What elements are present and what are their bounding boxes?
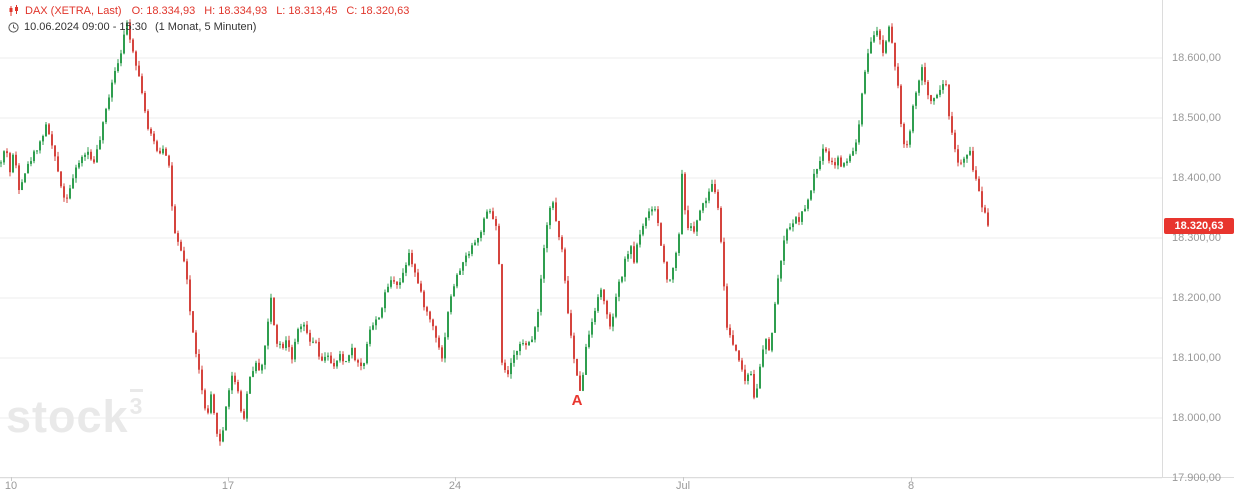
annotation-a: A bbox=[571, 392, 583, 409]
instrument-title: DAX (XETRA, Last) bbox=[25, 5, 122, 17]
candles-series bbox=[0, 19, 989, 446]
x-axis-label: 24 bbox=[448, 480, 462, 492]
interval-info: (1 Monat, 5 Minuten) bbox=[154, 21, 257, 33]
clock-icon bbox=[8, 21, 19, 33]
y-axis-label: 18.100,00 bbox=[1172, 352, 1221, 364]
last-price-badge: 18.320,63 bbox=[1164, 217, 1234, 234]
gridlines bbox=[0, 57, 1162, 479]
instrument-row: DAX (XETRA, Last) O: 18.334,93 H: 18.334… bbox=[8, 5, 418, 17]
watermark-sup: 3 bbox=[129, 389, 144, 419]
watermark-text: stock bbox=[6, 391, 129, 442]
axis-frame bbox=[0, 0, 1234, 478]
ohlc-low: L: 18.313,45 bbox=[276, 5, 338, 17]
x-axis-label: 10 bbox=[4, 480, 18, 492]
x-axis-label: Jul bbox=[675, 480, 691, 492]
y-axis-label: 18.500,00 bbox=[1172, 112, 1221, 124]
y-axis-label: 18.200,00 bbox=[1172, 292, 1221, 304]
ohlc-open: O: 18.334,93 bbox=[131, 5, 196, 17]
y-axis-label: 18.600,00 bbox=[1172, 52, 1221, 64]
ohlc-close: C: 18.320,63 bbox=[346, 5, 410, 17]
chart-header: DAX (XETRA, Last) O: 18.334,93 H: 18.334… bbox=[8, 5, 418, 33]
x-axis-label: 8 bbox=[907, 480, 915, 492]
timeframe-row: 10.06.2024 09:00 - 15:30 (1 Monat, 5 Min… bbox=[8, 21, 418, 33]
date-range: 10.06.2024 09:00 - 15:30 bbox=[24, 21, 147, 33]
x-axis-ticks bbox=[11, 477, 912, 481]
y-axis-label: 18.400,00 bbox=[1172, 172, 1221, 184]
y-axis-label: 18.300,00 bbox=[1172, 232, 1221, 244]
x-axis-label: 17 bbox=[221, 480, 235, 492]
y-axis-label: 18.000,00 bbox=[1172, 412, 1221, 424]
candlestick-icon bbox=[8, 5, 20, 17]
watermark-logo: stock3 bbox=[6, 389, 144, 442]
y-axis-label: 17.900,00 bbox=[1172, 472, 1221, 484]
ohlc-high: H: 18.334,93 bbox=[204, 5, 268, 17]
